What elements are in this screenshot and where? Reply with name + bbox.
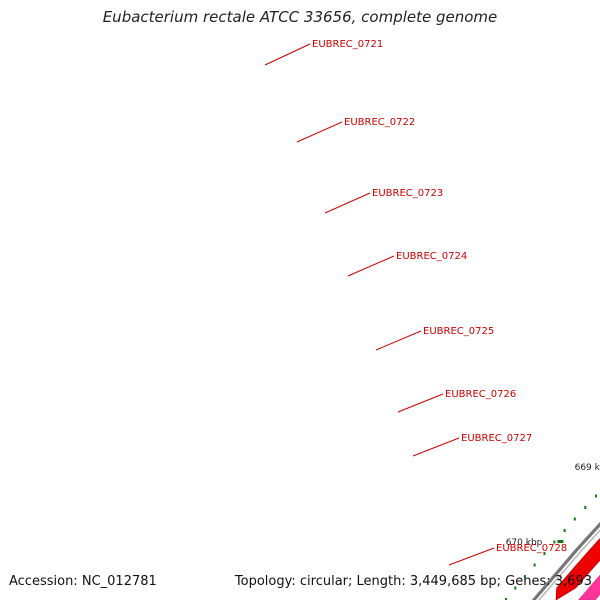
kbp-tick-mark — [557, 540, 564, 543]
gene-leader-line — [412, 437, 460, 457]
gene-label: EUBREC_0728 — [496, 543, 567, 554]
track-dot — [584, 506, 587, 509]
gene-leader-line — [264, 43, 311, 66]
inner-dotted-track — [504, 494, 597, 600]
gene-leader-line — [347, 255, 395, 277]
backbone-line — [531, 521, 600, 600]
kbp-tick-label: 670 kbp — [506, 538, 543, 548]
gene-leader-line — [296, 121, 343, 143]
track-dot — [594, 494, 597, 498]
genome-title: Eubacterium rectale ATCC 33656, complete… — [102, 8, 498, 26]
kbp-ticks: 663 kbp664 kbp665 kbp666 kbp667 kbp668 k… — [506, 463, 600, 548]
gene-label: EUBREC_0723 — [372, 188, 443, 199]
outer-feature — [577, 574, 600, 600]
accession-label: Accession: — [9, 574, 78, 589]
genome-summary: Topology: circular; Length: 3,449,685 bp… — [234, 574, 592, 589]
track-dot — [504, 598, 507, 600]
gene-labels: EUBREC_0721 EUBREC_0722 EUBREC_0723 EUBREC_… — [264, 39, 567, 566]
gene-leader-line — [375, 330, 422, 351]
kbp-tick-label: 669 kbp — [575, 463, 600, 473]
outer-feature-track — [577, 574, 600, 600]
track-dot — [573, 517, 576, 521]
gene-leader-line — [324, 192, 371, 214]
gene-label: EUBREC_0722 — [344, 117, 415, 128]
track-dot — [533, 563, 536, 567]
track-dot — [553, 540, 556, 544]
backbone-shadow — [538, 529, 600, 600]
accession-value: NC_012781 — [81, 574, 157, 589]
accession-text: Accession: NC_012781 — [9, 574, 157, 589]
gene-label: EUBREC_0727 — [461, 433, 532, 444]
gene-leader-line — [448, 547, 495, 566]
gene-label: EUBREC_0724 — [396, 251, 467, 262]
gene-track — [555, 538, 600, 600]
gene-label: EUBREC_0725 — [423, 326, 494, 337]
gene-leader-line — [397, 393, 444, 413]
gene-label: EUBREC_0721 — [312, 39, 383, 50]
gene-arrow — [555, 538, 600, 600]
track-dot — [514, 586, 517, 590]
gene-label: EUBREC_0726 — [445, 389, 516, 400]
genome-backbone — [531, 521, 600, 600]
track-dot — [563, 529, 566, 532]
track-dot — [523, 575, 526, 578]
track-dot — [543, 552, 546, 555]
